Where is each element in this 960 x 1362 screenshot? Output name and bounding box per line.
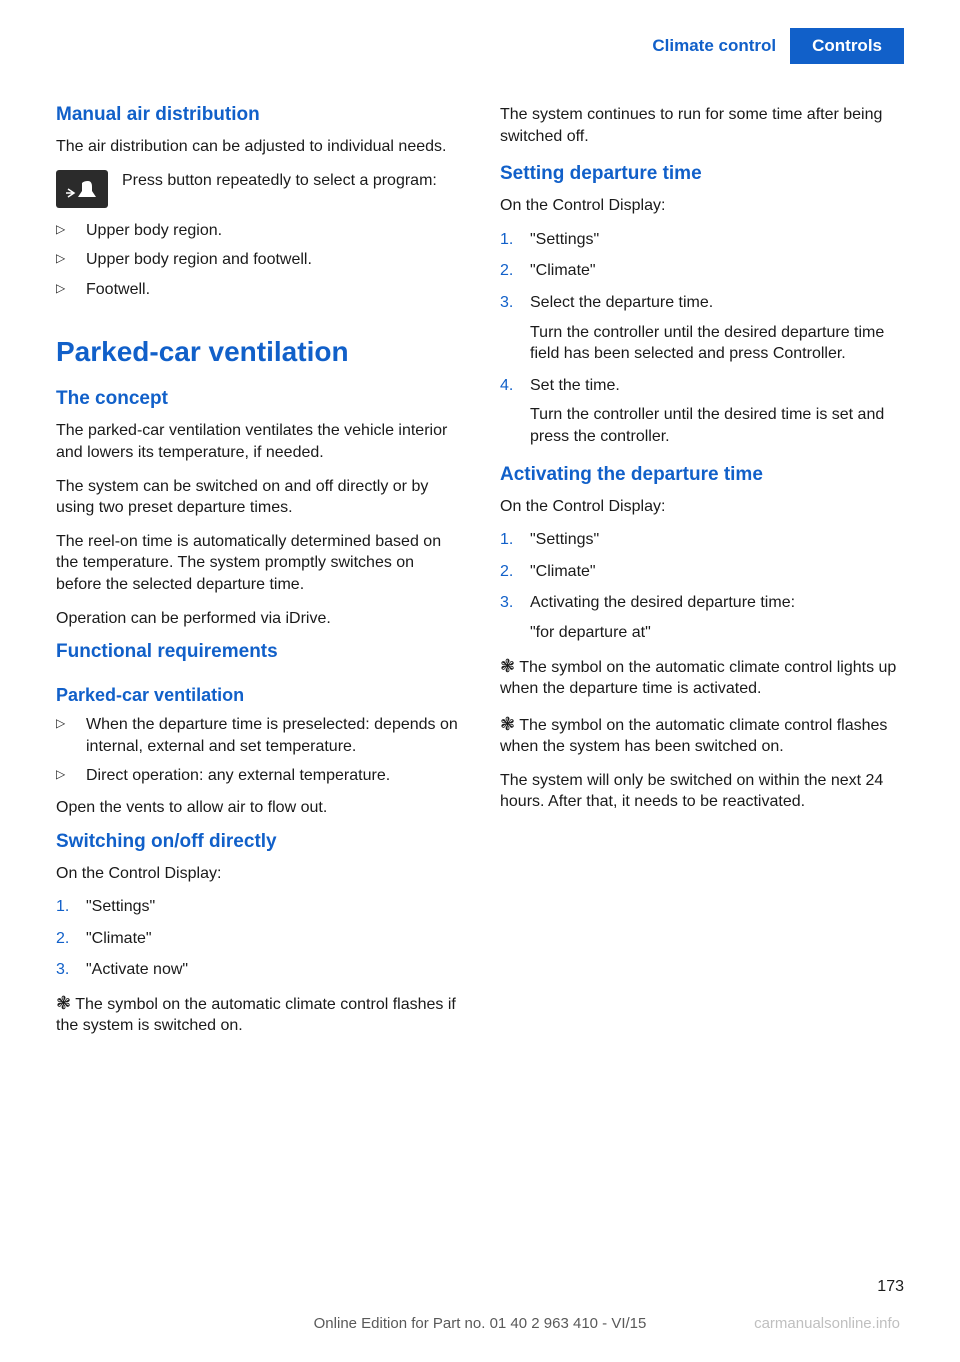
body-text: Open the vents to allow air to flow out.: [56, 797, 460, 819]
breadcrumb-section: Climate control: [652, 28, 790, 64]
body-text: ❃ The symbol on the automatic climate co…: [56, 991, 460, 1037]
icon-text-row: Press button repeatedly to select a prog…: [56, 170, 460, 208]
list-item-sub: Turn the controller until the desired de…: [530, 322, 904, 365]
symbol-text: The symbol on the automatic climate con­…: [56, 996, 456, 1035]
symbol-text: The symbol on the automatic climate con­…: [500, 659, 896, 698]
fan-icon: ❃: [56, 993, 71, 1013]
list-number: 2.: [500, 561, 513, 583]
symbol-text: The symbol on the automatic climate con­…: [500, 717, 887, 756]
list-item: 3. Activating the desired departure time:…: [500, 592, 904, 643]
list-item-text: "Activate now": [86, 961, 188, 978]
list-item: When the departure time is preselected: …: [56, 714, 460, 757]
breadcrumb-chapter: Controls: [790, 28, 904, 64]
list-item: Footwell.: [56, 279, 460, 301]
list-item: Upper body region and footwell.: [56, 249, 460, 271]
left-column: Manual air distribution The air distribu…: [56, 104, 460, 1049]
body-text: Operation can be performed via iDrive.: [56, 608, 460, 630]
list-item-text: "Settings": [530, 231, 599, 248]
list-item-text: "Climate": [86, 930, 152, 947]
footer-label: Online Edition for Part no. 01 40 2 963 …: [314, 1315, 647, 1332]
list-item: 4. Set the time. Turn the controller unti…: [500, 375, 904, 448]
fan-icon: ❃: [500, 656, 515, 676]
body-text: ❃ The symbol on the automatic climate co…: [500, 712, 904, 758]
header-box: Climate control Controls: [652, 28, 904, 64]
heading-parked-car: Parked-car ventilation: [56, 336, 460, 368]
body-text: The reel-on time is automatically determ…: [56, 531, 460, 596]
body-text: The system continues to run for some tim…: [500, 104, 904, 147]
list-number: 4.: [500, 375, 513, 397]
list-number: 1.: [500, 529, 513, 551]
heading-switching: Switching on/off directly: [56, 831, 460, 853]
bullet-list: Upper body region. Upper body region and…: [56, 220, 460, 301]
page-header: Climate control Controls: [0, 0, 960, 64]
subheading-parked-car: Parked-car ventilation: [56, 685, 460, 706]
list-item: 2. "Climate": [500, 561, 904, 583]
heading-manual-air: Manual air distribution: [56, 104, 460, 126]
fan-icon: ❃: [500, 714, 515, 734]
bullet-list: When the departure time is preselected: …: [56, 714, 460, 787]
body-text: On the Control Display:: [500, 496, 904, 518]
list-item-sub: "for departure at": [530, 622, 904, 644]
body-text: On the Control Display:: [56, 863, 460, 885]
list-number: 1.: [56, 896, 69, 918]
heading-concept: The concept: [56, 388, 460, 410]
list-number: 1.: [500, 229, 513, 251]
list-item-text: Set the time.: [530, 377, 620, 394]
list-item: 1. "Settings": [56, 896, 460, 918]
list-item: 1. "Settings": [500, 529, 904, 551]
watermark: carmanualsonline.info: [754, 1315, 900, 1332]
body-text: The air distribution can be adjusted to …: [56, 136, 460, 158]
list-item-text: "Climate": [530, 262, 596, 279]
heading-setting-time: Setting departure time: [500, 163, 904, 185]
list-item-text: Direct operation: any external temperatu…: [86, 765, 390, 787]
body-text: The parked-car ventilation ventilates th…: [56, 420, 460, 463]
body-text: The system will only be switched on with…: [500, 770, 904, 813]
list-item-text: Upper body region and footwell.: [86, 249, 312, 271]
list-item-text: "Settings": [530, 531, 599, 548]
list-number: 2.: [500, 260, 513, 282]
list-item: Direct operation: any external temperatu…: [56, 765, 460, 787]
list-item-text: Select the departure time.: [530, 294, 713, 311]
numbered-list: 1. "Settings" 2. "Climate" 3. Select the de…: [500, 229, 904, 448]
list-item: 2. "Climate": [56, 928, 460, 950]
content-columns: Manual air distribution The air distribu…: [0, 64, 960, 1049]
heading-activating-time: Activating the departure time: [500, 464, 904, 486]
list-number: 3.: [500, 292, 513, 314]
right-column: The system continues to run for some tim…: [500, 104, 904, 1049]
list-number: 3.: [56, 959, 69, 981]
numbered-list: 1. "Settings" 2. "Climate" 3. "Activate now…: [56, 896, 460, 981]
list-item: 3. "Activate now": [56, 959, 460, 981]
list-item: 2. "Climate": [500, 260, 904, 282]
numbered-list: 1. "Settings" 2. "Climate" 3. Activating th…: [500, 529, 904, 643]
body-text: On the Control Display:: [500, 195, 904, 217]
list-item-text: Footwell.: [86, 279, 150, 301]
heading-functional-req: Functional requirements: [56, 641, 460, 663]
list-item-sub: Turn the controller until the desired ti…: [530, 404, 904, 447]
icon-caption: Press button repeatedly to select a prog…: [122, 170, 437, 192]
page-number: 173: [877, 1278, 904, 1296]
list-number: 3.: [500, 592, 513, 614]
list-item-text: Activating the desired departure time:: [530, 594, 795, 611]
list-number: 2.: [56, 928, 69, 950]
list-item-text: "Climate": [530, 563, 596, 580]
list-item-text: Upper body region.: [86, 220, 222, 242]
list-item-text: When the departure time is preselected: …: [86, 714, 460, 757]
list-item: 1. "Settings": [500, 229, 904, 251]
air-distribution-icon: [56, 170, 108, 208]
list-item: Upper body region.: [56, 220, 460, 242]
body-text: The system can be switched on and off di…: [56, 476, 460, 519]
list-item: 3. Select the departure time. Turn the co…: [500, 292, 904, 365]
list-item-text: "Settings": [86, 898, 155, 915]
body-text: ❃ The symbol on the automatic climate co…: [500, 654, 904, 700]
